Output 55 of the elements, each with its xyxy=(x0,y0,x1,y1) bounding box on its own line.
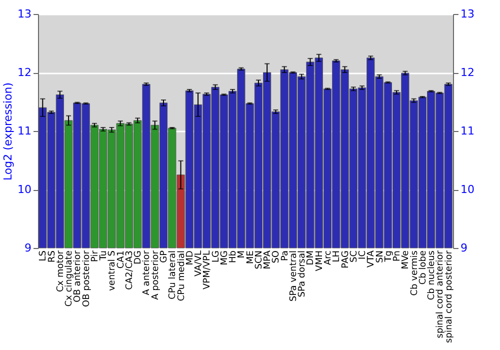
x-tick-label: RS xyxy=(47,250,58,262)
x-tick-label: CPu lateral xyxy=(168,250,178,300)
y-tick-label: 11 xyxy=(18,124,32,138)
x-tick-label: MD xyxy=(185,250,196,266)
x-tick-label: CPu medial xyxy=(176,250,187,302)
x-tick-label: LS xyxy=(38,250,49,262)
x-tick-label: MG xyxy=(220,250,230,266)
x-tick-label: LG xyxy=(211,250,222,262)
x-tick-label: Hb xyxy=(228,250,239,263)
x-tick-label: Arc xyxy=(324,250,334,266)
x-tick-label: SC xyxy=(349,250,360,262)
x-tick-label: DG xyxy=(134,250,144,264)
x-tick-label: VMH xyxy=(314,250,325,272)
x-tick-label: Cb lobe xyxy=(418,250,428,285)
x-tick-label: GP xyxy=(160,250,170,263)
x-tick-label: DM xyxy=(306,250,316,266)
x-tick-label: VA/VL xyxy=(194,250,204,276)
x-tick-label: ventral S xyxy=(108,250,118,291)
x-tick-label: SCN xyxy=(254,250,264,270)
x-tick-label: Pa xyxy=(280,250,290,262)
y-tick-label: 9 xyxy=(24,242,32,254)
x-tick-label: SPa ventral xyxy=(288,250,299,302)
x-tick-label: LH xyxy=(332,250,342,262)
x-tick-label: A posterior xyxy=(150,250,161,300)
x-tick-label: Pn xyxy=(392,250,403,262)
y-tick-label: 13 xyxy=(18,8,32,20)
x-tick-label: spinal cord posterior xyxy=(444,250,454,343)
x-tick-label: ME xyxy=(246,250,256,264)
y-tick-label: 10 xyxy=(18,183,32,196)
x-tick-label: VPM/VPL xyxy=(202,250,213,290)
y-axis-title: Log2 (expression) xyxy=(2,82,15,181)
x-tick-label: OB anterior xyxy=(73,250,84,302)
x-tick-label: VTA xyxy=(366,250,377,268)
x-tick-label: A anterior xyxy=(142,250,152,296)
y2-tick-label: 12 xyxy=(460,66,474,79)
x-tick-label: PAG xyxy=(340,250,351,268)
y2-tick-label: 11 xyxy=(460,124,474,138)
x-tick-label: OB posterior xyxy=(82,250,92,308)
x-tick-label: spinal cord anterior xyxy=(436,250,446,338)
y2-tick-label: 13 xyxy=(460,8,474,20)
x-tick-label: M xyxy=(237,250,248,258)
y2-tick-label: 10 xyxy=(460,183,474,196)
x-tick-label: CA2/CA3 xyxy=(124,250,135,290)
x-tick-label: MVe xyxy=(401,250,412,270)
x-tick-label: IC xyxy=(358,250,368,260)
x-tick-label: Tg xyxy=(384,250,394,263)
x-tick-label: CA1 xyxy=(116,250,126,269)
x-tick-label: SO xyxy=(272,250,282,264)
x-tick-label: Cx motor xyxy=(56,250,66,292)
x-tick-label: Pir xyxy=(90,250,100,262)
x-tick-label: SPa dorsal xyxy=(298,250,308,298)
y2-tick-label: 9 xyxy=(460,242,468,254)
x-tick-label: SN xyxy=(375,250,386,263)
x-tick-label: Cb vermis xyxy=(410,250,420,296)
y-tick-label: 12 xyxy=(18,66,32,79)
